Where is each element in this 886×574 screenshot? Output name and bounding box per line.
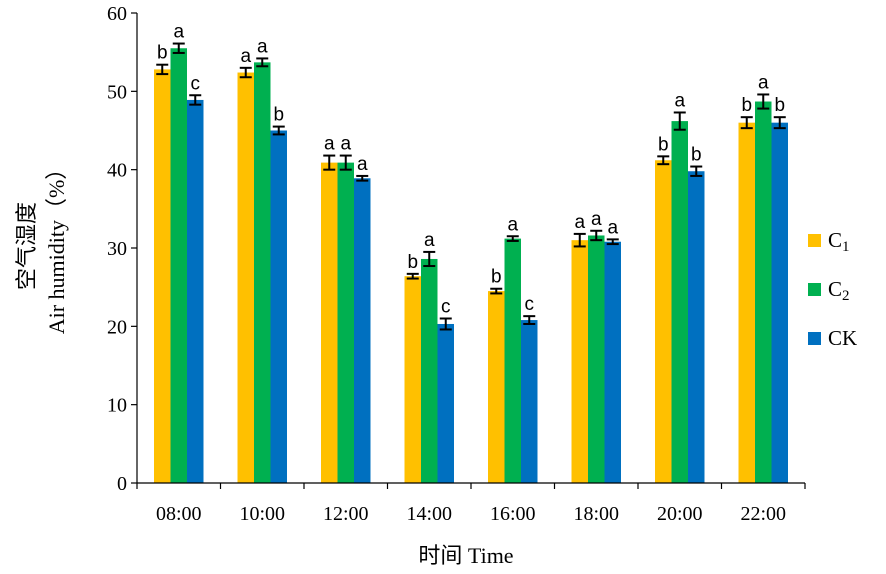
significance-letter: a: [607, 217, 618, 238]
y-tick-label: 10: [107, 395, 127, 417]
y-tick-label: 60: [107, 3, 127, 25]
bar-ck-1200: [354, 178, 371, 484]
x-tick-label: 08:00: [156, 503, 202, 525]
significance-letter: b: [273, 105, 284, 126]
axes: 0 10 20 30 40 50 60 08:00 10:00 12:00 14:00 16:00 18…: [107, 3, 806, 525]
x-tick-label: 14:00: [406, 503, 452, 525]
bar-c1-1600: [488, 291, 505, 483]
x-tick-label: 18:00: [573, 503, 619, 525]
significance-letter: a: [674, 90, 685, 111]
significance-letter: c: [191, 73, 201, 94]
significance-letter: a: [507, 214, 518, 235]
legend-swatch-c2: [808, 283, 821, 296]
bar-ck-2200: [771, 122, 788, 484]
y-tick-label: 40: [107, 160, 127, 182]
bar-c1-2000: [655, 160, 672, 483]
bar-c2-1200: [337, 162, 354, 483]
significance-letter: a: [173, 22, 184, 43]
bar-ck-0800: [187, 99, 204, 483]
y-axis-title-en: Air humidity（%）: [44, 158, 69, 335]
bar-ck-1800: [604, 241, 621, 483]
x-tick-label: 22:00: [740, 503, 786, 525]
bar-c2-1000: [254, 62, 271, 483]
significance-letter: a: [574, 212, 585, 233]
x-tick-label: 20:00: [657, 503, 703, 525]
legend-swatch-c1: [808, 234, 821, 247]
significance-letter: a: [240, 46, 251, 67]
significance-letter: a: [591, 209, 602, 230]
bar-ck-2000: [688, 171, 705, 483]
y-tick-label: 20: [107, 316, 127, 338]
significance-letter: b: [741, 95, 752, 116]
significance-letter: b: [774, 95, 785, 116]
y-tick-label: 30: [107, 238, 127, 260]
legend: C1 C2 CK: [808, 228, 857, 350]
y-tick-label: 0: [117, 473, 127, 495]
bar-c2-1400: [421, 258, 438, 483]
bar-c2-2200: [755, 101, 772, 484]
legend-label-c2: C2: [828, 277, 850, 304]
significance-letter: a: [257, 36, 268, 57]
y-tick-label: 50: [107, 81, 127, 103]
significance-letter: b: [491, 267, 502, 288]
significance-letter: a: [324, 134, 335, 155]
significance-letter: b: [157, 43, 168, 64]
significance-letter: b: [658, 134, 669, 155]
x-tick-label: 12:00: [323, 503, 369, 525]
significance-letter: c: [441, 297, 451, 318]
bar-c2-1600: [504, 238, 521, 483]
legend-label-ck: CK: [828, 326, 857, 350]
bar-ck-1400: [437, 323, 454, 483]
bar-c2-0800: [170, 48, 187, 483]
bar-c1-1000: [237, 72, 254, 484]
significance-letter: a: [357, 154, 368, 175]
x-tick-label: 10:00: [239, 503, 285, 525]
legend-swatch-ck: [808, 332, 821, 345]
bar-c1-1400: [404, 276, 421, 483]
bar-c1-1800: [571, 240, 588, 483]
bar-c1-2200: [738, 122, 755, 484]
x-axis-title: 时间 Time: [418, 543, 513, 568]
significance-letter: a: [340, 134, 351, 155]
bar-c2-2000: [671, 121, 688, 483]
y-axis-title-cn: 空气湿度: [14, 202, 39, 290]
x-tick-label: 16:00: [490, 503, 536, 525]
bar-c1-0800: [154, 69, 171, 484]
legend-label-c1: C1: [828, 228, 850, 255]
bar-c1-1200: [321, 162, 338, 483]
significance-letter: b: [407, 252, 418, 273]
bar-ck-1000: [270, 130, 287, 483]
significance-letter: b: [691, 145, 702, 166]
bar-ck-1600: [521, 320, 538, 483]
significance-letter: c: [525, 294, 535, 315]
bar-c2-1800: [588, 235, 605, 483]
significance-letter: a: [758, 72, 769, 93]
significance-letter: a: [424, 230, 435, 251]
